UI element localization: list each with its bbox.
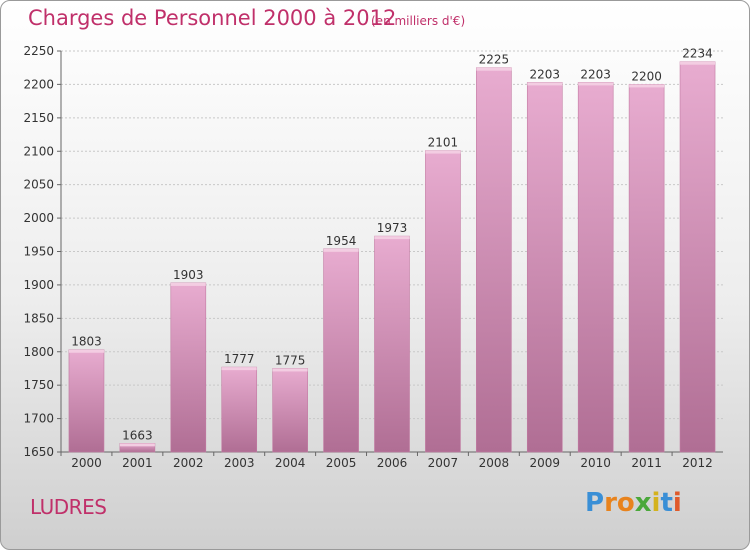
bar-top-highlight: [68, 349, 104, 353]
logo-letter: i: [672, 488, 682, 518]
bar-top-highlight: [476, 67, 512, 71]
x-tick-label: 2008: [479, 456, 510, 470]
bar-top-highlight: [374, 236, 410, 240]
bar-value-label: 2101: [428, 136, 459, 150]
bar-top-highlight: [119, 443, 155, 447]
x-tick-label: 2000: [71, 456, 102, 470]
proxiti-logo: Proxiti: [585, 488, 682, 518]
logo-letter: r: [604, 488, 617, 518]
x-tick-label: 2010: [580, 456, 611, 470]
y-tick-label: 1850: [23, 311, 54, 325]
y-tick-label: 1700: [23, 412, 54, 426]
bar-2003: [221, 366, 258, 453]
x-tick-label: 2003: [224, 456, 255, 470]
y-tick-label: 1750: [23, 378, 54, 392]
bar-2005: [323, 248, 359, 453]
bar-2000: [68, 349, 105, 453]
location-name: LUDRES: [30, 495, 107, 519]
chart-title: Charges de Personnel 2000 à 2012: [28, 6, 397, 30]
bar-2008: [476, 67, 512, 453]
logo-letter: i: [651, 488, 661, 518]
bar-value-label: 1777: [224, 352, 255, 366]
x-tick-label: 2002: [173, 456, 204, 470]
bar-2009: [526, 82, 563, 453]
x-tick-label: 2006: [377, 456, 408, 470]
bar-2002: [170, 282, 207, 453]
bar-2006: [374, 235, 410, 453]
y-tick-label: 2200: [23, 77, 54, 91]
bar-value-label: 2234: [682, 47, 713, 61]
x-tick-label: 2005: [326, 456, 357, 470]
bar-top-highlight: [323, 248, 359, 252]
logo-letter: o: [616, 488, 635, 518]
y-tick-label: 1900: [23, 278, 54, 292]
bar-top-highlight: [629, 84, 665, 88]
y-tick-label: 2050: [23, 178, 54, 192]
x-tick-label: 2009: [529, 456, 560, 470]
bar-top-highlight: [170, 282, 206, 286]
bar-value-label: 1663: [122, 428, 153, 442]
bar-2007: [425, 150, 461, 453]
bar-2010: [577, 82, 614, 453]
bar-value-label: 1973: [377, 221, 408, 235]
x-tick-label: 2007: [428, 456, 459, 470]
y-tick-label: 2100: [23, 144, 54, 158]
x-tick-label: 2011: [631, 456, 662, 470]
y-tick-label: 1800: [23, 345, 54, 359]
logo-letter: x: [634, 488, 652, 518]
x-tick-label: 2012: [682, 456, 713, 470]
bar-value-label: 2203: [529, 67, 560, 81]
bar-2012: [679, 61, 716, 453]
bar-2004: [272, 368, 308, 453]
bar-value-label: 2225: [479, 53, 510, 67]
bar-value-label: 1954: [326, 234, 357, 248]
y-tick-label: 2250: [23, 44, 54, 58]
bar-top-highlight: [680, 61, 716, 65]
bar-top-highlight: [425, 150, 461, 154]
y-tick-label: 1650: [23, 445, 54, 459]
bar-value-label: 1803: [71, 335, 102, 349]
bar-value-label: 1903: [173, 268, 204, 282]
x-tick-label: 2001: [122, 456, 153, 470]
bar-top-highlight: [578, 82, 614, 86]
logo-letter: P: [585, 488, 605, 518]
bar-top-highlight: [527, 82, 563, 86]
logo-letter: t: [660, 488, 673, 518]
bar-value-label: 2203: [580, 67, 611, 81]
bar-top-highlight: [221, 367, 257, 371]
bar-top-highlight: [272, 368, 308, 372]
bar-value-label: 2200: [631, 69, 662, 83]
bar-2011: [628, 84, 665, 453]
y-tick-label: 2150: [23, 111, 54, 125]
y-tick-label: 2000: [23, 211, 54, 225]
y-tick-label: 1950: [23, 245, 54, 259]
bar-value-label: 1775: [275, 353, 306, 367]
x-tick-label: 2004: [275, 456, 306, 470]
chart-subtitle: (en milliers d'€): [371, 14, 466, 28]
